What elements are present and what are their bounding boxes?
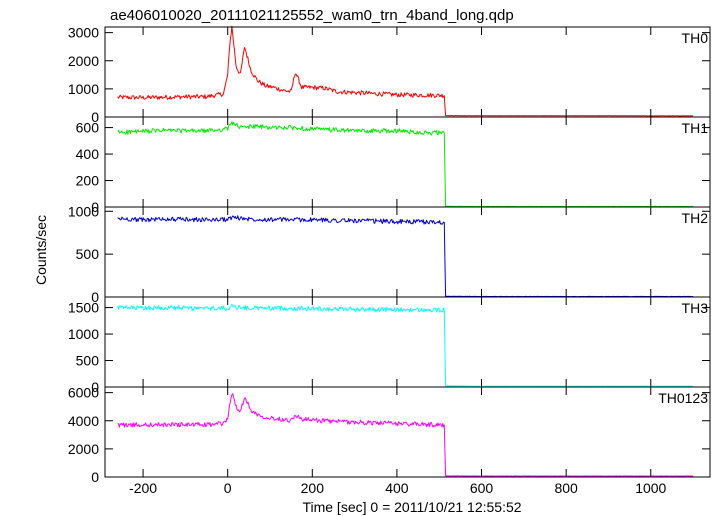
panel-label: TH1	[682, 120, 709, 136]
y-tick-label: 600	[76, 120, 100, 136]
y-tick-label: 0	[91, 469, 99, 485]
panel-label: TH2	[682, 210, 709, 226]
panel-th0123: 0 2000 4000 6000 -200 0 200 400 600 800 1000 TH0123	[68, 385, 711, 496]
y-tick-label: 500	[76, 353, 100, 369]
y-tick-label: 500	[76, 246, 100, 262]
y-tick-label: 0	[91, 289, 99, 305]
panel-frame	[104, 386, 711, 478]
panel-frame	[104, 26, 711, 118]
y-tick-label: 1500	[68, 300, 99, 316]
panel-label: TH0123	[658, 390, 708, 406]
y-tick-label: 1000	[68, 203, 99, 219]
y-tick-label: 4000	[68, 413, 99, 429]
series-line-th1	[117, 121, 694, 208]
y-tick-label: 2000	[68, 441, 99, 457]
panel-th0: 0 1000 2000 3000 TH0	[68, 25, 711, 125]
panel-frame	[104, 296, 711, 388]
chart-title: ae406010020_20111021125552_wam0_trn_4ban…	[110, 7, 514, 24]
panel-th3: 0 500 1000 1500 TH3	[68, 296, 711, 395]
series-line-th3	[117, 303, 694, 387]
series-line-th0	[117, 25, 694, 117]
x-tick-label: 800	[554, 480, 578, 496]
panel-th2: 0 500 1000 TH2	[68, 203, 711, 305]
panel-th1: 0 200 400 600 TH1	[76, 116, 711, 215]
y-tick-label: 0	[91, 109, 99, 125]
y-tick-label: 2000	[68, 53, 99, 69]
x-tick-label: 1000	[635, 480, 666, 496]
panel-label: TH0	[682, 30, 709, 46]
y-tick-label: 400	[76, 146, 100, 162]
y-tick-label: 1000	[68, 81, 99, 97]
x-tick-label: -200	[129, 480, 157, 496]
y-tick-label: 3000	[68, 25, 99, 41]
x-tick-label: 0	[224, 480, 232, 496]
panel-label: TH3	[682, 300, 709, 316]
x-axis-label: Time [sec] 0 = 2011/10/21 12:55:52	[302, 499, 521, 515]
series-line-th2	[117, 215, 694, 298]
y-tick-label: 200	[76, 173, 100, 189]
y-axis-label: Counts/sec	[33, 215, 49, 285]
y-tick-label: 0	[91, 379, 99, 395]
x-tick-label: 200	[301, 480, 325, 496]
y-tick-label: 1000	[68, 326, 99, 342]
series-line-th0123	[117, 393, 694, 477]
x-tick-label: 600	[470, 480, 494, 496]
y-tick-label: 0	[91, 199, 99, 215]
y-tick-label: 6000	[68, 385, 99, 401]
x-tick-label: 400	[385, 480, 409, 496]
